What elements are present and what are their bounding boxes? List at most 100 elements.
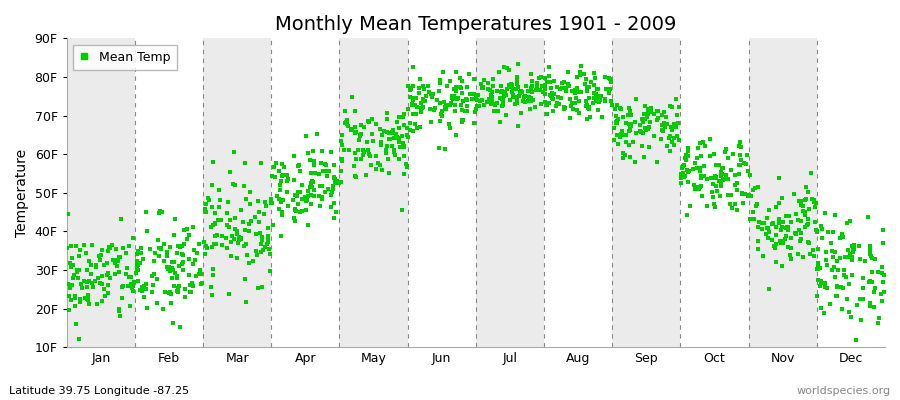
Point (775, 238, 789, 244)
Point (274, 198, 289, 205)
Point (864, 253, 878, 259)
Point (804, 170, 818, 176)
Point (565, 100, 580, 106)
Point (362, 118, 376, 125)
Point (456, 97, 471, 104)
Point (539, 102, 554, 108)
Point (502, 96, 517, 103)
Point (194, 271, 209, 277)
Point (680, 167, 694, 174)
Point (832, 255, 847, 262)
Point (374, 142, 389, 148)
Point (68, 292, 82, 299)
Point (692, 165, 706, 171)
Point (558, 88, 572, 94)
Point (104, 242, 119, 249)
Point (257, 199, 272, 206)
Point (274, 212, 289, 218)
Point (423, 118, 437, 125)
Point (108, 260, 122, 266)
Point (484, 96, 499, 103)
Point (81, 295, 95, 301)
Point (207, 241, 221, 248)
Point (264, 200, 278, 206)
Point (771, 200, 786, 206)
Point (525, 78, 539, 84)
Point (547, 78, 562, 84)
Point (872, 315, 886, 321)
Point (629, 96, 643, 103)
Point (377, 128, 392, 134)
Point (676, 174, 690, 181)
Point (473, 81, 488, 88)
Point (616, 132, 631, 138)
Point (633, 122, 647, 128)
Point (847, 242, 861, 248)
Point (399, 161, 413, 168)
Point (798, 224, 813, 230)
Point (288, 206, 302, 212)
Point (510, 81, 525, 87)
Point (265, 200, 279, 206)
Point (527, 104, 542, 110)
Point (468, 94, 482, 101)
Point (827, 248, 842, 255)
Point (769, 259, 783, 265)
Point (863, 303, 878, 309)
Point (169, 272, 184, 279)
Point (150, 237, 165, 244)
Point (524, 95, 538, 102)
Point (784, 235, 798, 242)
Point (591, 96, 606, 102)
Point (578, 80, 592, 87)
Point (349, 129, 364, 135)
Point (316, 168, 330, 174)
Point (127, 279, 141, 286)
Point (85, 242, 99, 248)
Point (347, 163, 362, 170)
Point (384, 143, 399, 149)
Point (877, 279, 891, 285)
Point (130, 251, 145, 257)
Point (775, 194, 789, 201)
Point (184, 280, 199, 286)
Point (653, 136, 668, 142)
Point (818, 284, 832, 290)
Point (166, 320, 180, 326)
Point (481, 86, 495, 93)
Point (375, 167, 390, 174)
Point (176, 266, 190, 273)
Point (625, 112, 639, 118)
Point (162, 290, 176, 296)
Point (243, 201, 257, 208)
Point (82, 258, 96, 264)
Point (112, 308, 127, 314)
Point (445, 94, 459, 100)
Point (276, 172, 291, 179)
Point (568, 86, 582, 93)
Point (674, 170, 688, 177)
Point (863, 278, 878, 284)
Point (272, 206, 286, 212)
Point (454, 102, 468, 108)
Point (221, 224, 236, 230)
Point (179, 225, 194, 232)
Point (163, 244, 177, 250)
Point (234, 207, 248, 213)
Point (800, 221, 814, 228)
Point (594, 114, 608, 120)
Point (761, 286, 776, 292)
Point (313, 160, 328, 166)
Point (752, 183, 766, 190)
Point (274, 173, 289, 180)
Point (544, 93, 558, 100)
Point (369, 153, 383, 159)
Point (339, 117, 354, 123)
Point (670, 132, 685, 139)
Point (198, 206, 212, 212)
Point (728, 201, 742, 207)
Point (454, 84, 468, 91)
Point (493, 118, 508, 125)
Point (557, 104, 572, 110)
Point (122, 242, 136, 249)
